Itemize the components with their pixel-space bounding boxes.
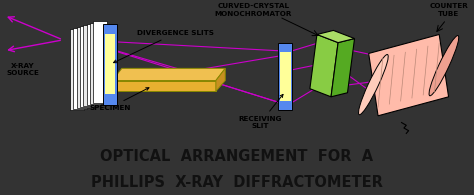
- Text: CURVED-CRYSTAL
MONOCHROMATOR: CURVED-CRYSTAL MONOCHROMATOR: [215, 3, 292, 17]
- Text: PHILLIPS  X-RAY  DIFFRACTOMETER: PHILLIPS X-RAY DIFFRACTOMETER: [91, 175, 383, 190]
- Polygon shape: [112, 81, 216, 91]
- Polygon shape: [103, 24, 117, 105]
- Polygon shape: [310, 35, 338, 97]
- Polygon shape: [278, 43, 292, 110]
- Polygon shape: [317, 30, 355, 43]
- Ellipse shape: [358, 54, 388, 115]
- Polygon shape: [93, 21, 107, 103]
- Text: SPECIMEN: SPECIMEN: [90, 88, 149, 111]
- Text: DIVERGENCE SLITS: DIVERGENCE SLITS: [114, 30, 214, 63]
- Text: RECEIVING
SLIT: RECEIVING SLIT: [239, 94, 283, 129]
- Polygon shape: [87, 24, 100, 105]
- Polygon shape: [331, 39, 355, 97]
- Polygon shape: [280, 52, 291, 101]
- Polygon shape: [83, 25, 97, 106]
- Text: OPTICAL  ARRANGEMENT  FOR  A: OPTICAL ARRANGEMENT FOR A: [100, 149, 374, 164]
- Polygon shape: [77, 27, 91, 108]
- Polygon shape: [216, 68, 225, 91]
- Ellipse shape: [429, 35, 459, 96]
- Polygon shape: [90, 23, 104, 104]
- Polygon shape: [105, 35, 115, 94]
- Text: COUNTER
TUBE: COUNTER TUBE: [429, 3, 468, 17]
- Text: X-RAY
SOURCE: X-RAY SOURCE: [7, 63, 39, 76]
- Polygon shape: [80, 26, 94, 107]
- Polygon shape: [73, 28, 88, 109]
- Polygon shape: [70, 29, 84, 110]
- Polygon shape: [112, 68, 225, 81]
- Polygon shape: [369, 35, 448, 116]
